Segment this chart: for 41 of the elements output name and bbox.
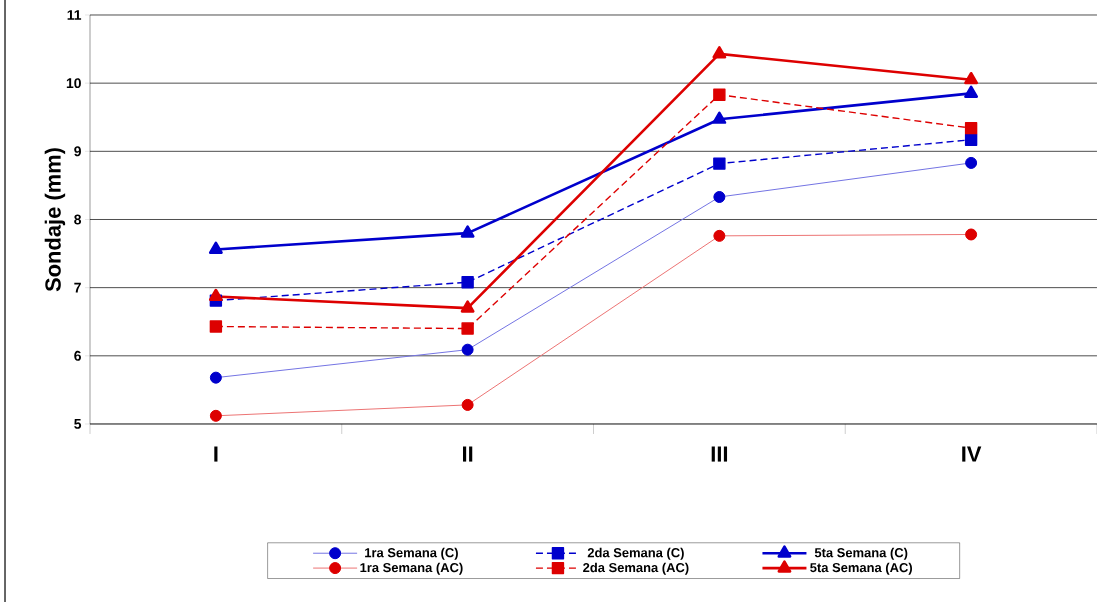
y-tick-label: 8	[74, 214, 82, 225]
point	[460, 225, 475, 238]
point	[208, 288, 223, 302]
point	[964, 121, 978, 135]
point	[964, 133, 978, 146]
legend-label: 5ta Semana (C)	[814, 547, 908, 560]
point	[208, 241, 223, 255]
x-tick-label: II	[463, 446, 473, 462]
point	[713, 88, 726, 101]
y-tick-label: 5	[74, 419, 82, 429]
x-tick-label: III	[711, 446, 728, 462]
point	[460, 300, 475, 313]
point	[965, 228, 978, 241]
y-tick-label: 7	[74, 282, 81, 293]
y-tick-label: 9	[74, 146, 81, 157]
point	[461, 343, 474, 356]
point	[713, 157, 726, 170]
point	[209, 371, 222, 384]
x-tick-label: IV	[962, 446, 982, 462]
point	[461, 322, 474, 335]
legend-label: 5ta Semana (AC)	[810, 562, 912, 575]
y-tick-label: 11	[67, 10, 82, 20]
point	[964, 71, 979, 85]
y-axis-title: Sondaje (mm)	[44, 148, 66, 292]
legend-label: 1ra Semana (C)	[365, 547, 458, 560]
point	[209, 320, 223, 333]
point	[965, 156, 978, 169]
point	[461, 398, 474, 411]
point	[461, 276, 474, 289]
x-tick-label: I	[214, 446, 218, 462]
legend-label: 1ra Semana (AC)	[360, 562, 463, 575]
legend-label: 2da Semana (C)	[587, 547, 684, 560]
point	[713, 190, 726, 203]
point	[712, 46, 727, 59]
y-tick-label: 10	[66, 78, 81, 89]
y-tick-label: 6	[74, 350, 81, 361]
legend-label: 2da Semana (AC)	[583, 562, 689, 575]
point	[713, 229, 726, 242]
point	[964, 85, 979, 98]
point	[209, 409, 222, 422]
point	[712, 111, 727, 124]
